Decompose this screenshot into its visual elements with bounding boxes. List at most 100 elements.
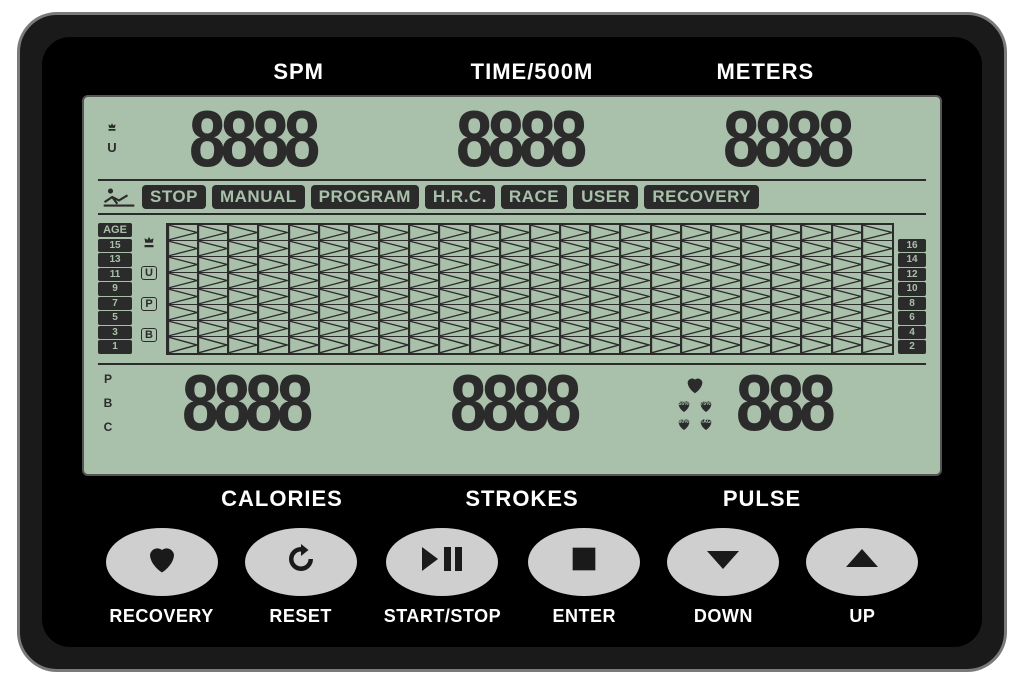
matrix-cell: [590, 289, 620, 305]
matrix-cell: [289, 305, 319, 321]
enter-button[interactable]: [528, 528, 640, 596]
up-button[interactable]: [806, 528, 918, 596]
heart-mini: 55%: [674, 398, 694, 414]
device-inner: SPM TIME/500M METERS U 8888 8888 8888: [42, 37, 982, 647]
matrix-cell: [862, 225, 892, 241]
matrix-cell: [711, 225, 741, 241]
matrix-cell: [379, 305, 409, 321]
matrix-cell: [862, 321, 892, 337]
b-box-icon: B: [141, 328, 157, 342]
level-left-1: 1: [98, 340, 132, 354]
matrix-cell: [168, 321, 198, 337]
mode-tag-manual: MANUAL: [212, 185, 305, 209]
pbc-indicator: PBC: [98, 372, 118, 434]
label-time500: TIME/500M: [415, 59, 648, 85]
up-icon: [842, 545, 882, 578]
matrix-cell: [862, 241, 892, 257]
heart-percents: 55%75%90%TAG: [670, 398, 720, 432]
matrix-cell: [801, 337, 831, 353]
matrix-cell: [379, 225, 409, 241]
pbc-c: C: [104, 420, 113, 434]
matrix-cell: [620, 257, 650, 273]
matrix-cell: [228, 225, 258, 241]
recovery-button[interactable]: [106, 528, 218, 596]
crown-icon: [140, 235, 158, 249]
matrix-cell: [651, 241, 681, 257]
matrix-cell: [651, 305, 681, 321]
matrix-cell: [620, 273, 650, 289]
lcd-screen: U 8888 8888 8888 STOPMANUALPROGRAMH.R.C.…: [82, 95, 942, 476]
level-right-14: 14: [898, 253, 926, 267]
matrix-cell: [620, 321, 650, 337]
matrix-cell: [500, 257, 530, 273]
matrix-cell: [560, 257, 590, 273]
matrix-cell: [590, 321, 620, 337]
matrix-cell: [439, 241, 469, 257]
matrix-cell: [590, 241, 620, 257]
matrix-cell: [651, 337, 681, 353]
reset-button-group: RESET: [245, 528, 357, 627]
down-button[interactable]: [667, 528, 779, 596]
matrix-cell: [711, 241, 741, 257]
matrix-cell: [681, 321, 711, 337]
enter-button-label: ENTER: [552, 606, 616, 627]
matrix-cell: [801, 241, 831, 257]
matrix-cell: [379, 321, 409, 337]
matrix-cell: [258, 289, 288, 305]
matrix-cell: [681, 289, 711, 305]
matrix-cell: [470, 273, 500, 289]
matrix-cell: [801, 225, 831, 241]
reset-icon: [280, 541, 322, 582]
matrix-cell: [379, 289, 409, 305]
matrix-cell: [409, 289, 439, 305]
mode-tags: STOPMANUALPROGRAMH.R.C.RACEUSERRECOVERY: [142, 185, 759, 209]
matrix-cell: [379, 241, 409, 257]
lower-digits-row: PBC 8888 8888 55%75%90%TAG 888: [98, 363, 926, 435]
matrix-cell: [862, 273, 892, 289]
crown-icon: [105, 122, 119, 136]
recovery-button-label: RECOVERY: [109, 606, 213, 627]
label-spm: SPM: [182, 59, 415, 85]
pulse-digits: 888: [736, 371, 926, 435]
matrix-cell: [741, 273, 771, 289]
matrix-cell: [349, 273, 379, 289]
down-button-label: DOWN: [694, 606, 753, 627]
label-meters: METERS: [649, 59, 882, 85]
matrix-cell: [349, 225, 379, 241]
label-strokes: STROKES: [402, 486, 642, 512]
matrix-cell: [620, 305, 650, 321]
matrix-cell: [681, 257, 711, 273]
meters-digits: 8888: [673, 107, 926, 171]
level-right-6: 6: [898, 311, 926, 325]
matrix-cell: [500, 289, 530, 305]
matrix-cell: [651, 289, 681, 305]
matrix-cell: [228, 273, 258, 289]
matrix-cell: [439, 321, 469, 337]
heart-mini: 75%: [696, 398, 716, 414]
level-right-2: 2: [898, 340, 926, 354]
matrix-cell: [801, 273, 831, 289]
matrix-cell: [379, 273, 409, 289]
startstop-button-label: START/STOP: [384, 606, 501, 627]
matrix-cell: [289, 289, 319, 305]
startstop-button[interactable]: [386, 528, 498, 596]
matrix-cell: [409, 241, 439, 257]
matrix-cell: [620, 241, 650, 257]
heart-mini: 90%: [674, 416, 694, 432]
matrix-cell: [258, 321, 288, 337]
matrix-cell: [832, 321, 862, 337]
reset-button[interactable]: [245, 528, 357, 596]
matrix-cell: [168, 305, 198, 321]
matrix-cell: [862, 257, 892, 273]
heart-icon: [682, 374, 708, 396]
buttons-row: RECOVERYRESETSTART/STOPENTERDOWNUP: [82, 524, 942, 627]
matrix-cell: [771, 273, 801, 289]
heart-mini: TAG: [696, 416, 716, 432]
p-box-icon: P: [141, 297, 157, 311]
matrix-cell: [590, 225, 620, 241]
matrix-cell: [168, 273, 198, 289]
matrix-cell: [651, 321, 681, 337]
matrix-cell: [439, 257, 469, 273]
matrix-cell: [379, 257, 409, 273]
level-right-10: 10: [898, 282, 926, 296]
